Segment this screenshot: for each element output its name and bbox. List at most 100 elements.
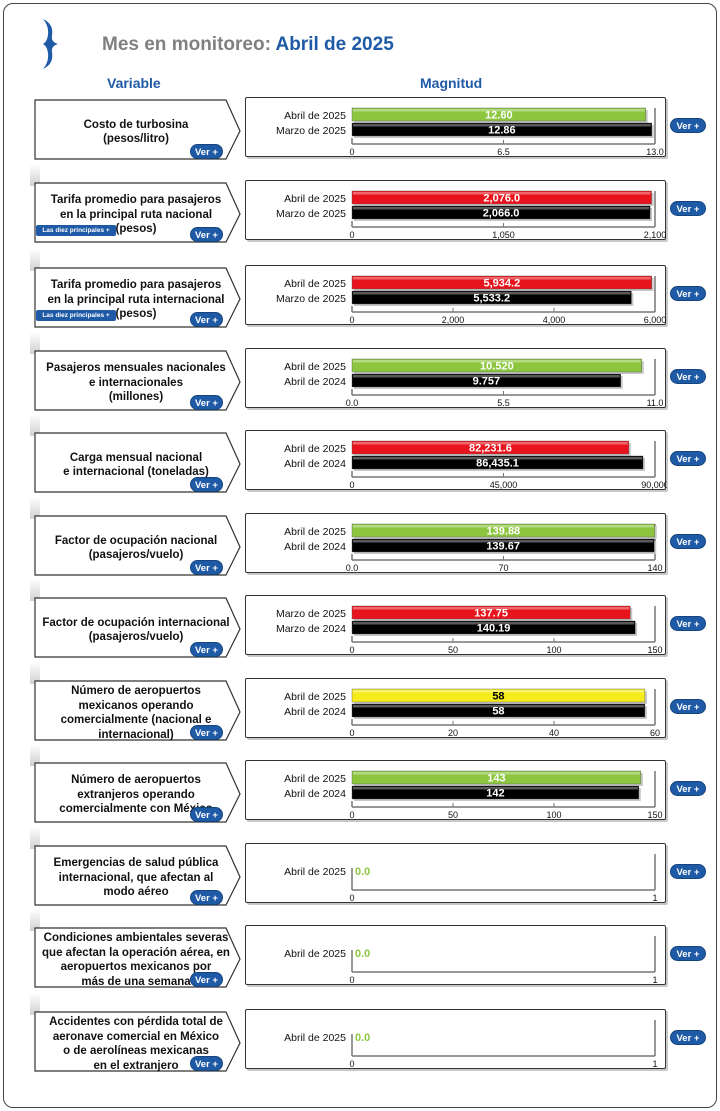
category-label: Abril de 2024 bbox=[284, 788, 346, 800]
category-label: Abril de 2024 bbox=[284, 458, 346, 470]
variable-label-line: internacional) bbox=[98, 728, 174, 741]
bar-value-label: 12.60 bbox=[485, 110, 513, 122]
ver-mas-button-inner[interactable]: Ver + bbox=[190, 560, 223, 575]
variable-label: Número de aeropuertos extranjeros operand… bbox=[36, 760, 236, 830]
bar-chart-svg: 0 50 100 150 Marzo de 2025 137.75 Marzo de 202… bbox=[276, 605, 663, 655]
category-label: Abril de 2025 bbox=[284, 866, 346, 878]
ver-mas-button-inner[interactable]: Ver + bbox=[190, 477, 223, 492]
tick-label: 20 bbox=[448, 728, 458, 738]
indicator-row: Tarifa promedio para pasajeros en la prin… bbox=[4, 164, 716, 260]
tick-label: 2,100 bbox=[644, 230, 667, 240]
variable-callout bbox=[34, 350, 241, 411]
variable-label-line: Condiciones ambientales severas bbox=[43, 932, 229, 944]
tick-label: 0 bbox=[349, 230, 354, 240]
tick-label: 140 bbox=[647, 563, 662, 573]
ver-mas-button-inner[interactable]: Ver + bbox=[190, 1056, 223, 1071]
variable-callout bbox=[34, 927, 241, 988]
ver-mas-button[interactable]: Ver + bbox=[670, 118, 706, 133]
category-label: Abril de 2025 bbox=[284, 773, 346, 785]
ver-mas-button[interactable]: Ver + bbox=[670, 201, 706, 216]
chevron-brace-icon bbox=[43, 19, 58, 69]
variable-label-line: (pesos) bbox=[115, 223, 157, 236]
variable-callout bbox=[34, 432, 241, 493]
category-label: Abril de 2025 bbox=[284, 948, 346, 960]
bar-chart-svg: 0 6.5 13.0 Abril de 2025 12.60 Marzo de 2025 1… bbox=[276, 107, 664, 157]
ver-mas-button-inner[interactable]: Ver + bbox=[190, 972, 223, 987]
ver-mas-button-inner[interactable]: Ver + bbox=[190, 725, 223, 740]
variable-label: Condiciones ambientales severas que afect… bbox=[36, 925, 236, 995]
tick-label: 4,000 bbox=[543, 315, 566, 325]
tick-label: 40 bbox=[549, 728, 559, 738]
row-separator-shade bbox=[30, 909, 40, 931]
variable-label-line: Factor de ocupación nacional bbox=[54, 534, 218, 547]
indicator-row: Tarifa promedio para pasajeros en la prin… bbox=[4, 249, 716, 345]
ver-mas-button[interactable]: Ver + bbox=[670, 369, 706, 384]
bar-chart-svg: 0.0 70 140 Abril de 2025 139.88 Abril de 2024… bbox=[284, 523, 663, 573]
ver-mas-button[interactable]: Ver + bbox=[670, 286, 706, 301]
row-separator-shade bbox=[30, 579, 40, 601]
bar-value-label: 140.19 bbox=[477, 623, 511, 635]
bar bbox=[351, 440, 630, 455]
bar-value-label: 0.0 bbox=[355, 948, 370, 960]
magnitude-chart: 0.0 5.5 11.0 Abril de 2025 10.520 Abril de 20… bbox=[245, 348, 666, 408]
bar-value-label: 143 bbox=[487, 773, 505, 785]
bar-value-label: 5,533.2 bbox=[473, 293, 510, 305]
magnitude-chart: 0 1,050 2,100 Abril de 2025 2,076.0 Marzo de … bbox=[245, 180, 666, 240]
variable-callout-shape bbox=[34, 1011, 241, 1072]
variable-callout bbox=[34, 515, 241, 576]
ver-mas-button-inner[interactable]: Ver + bbox=[190, 642, 223, 657]
category-label: Marzo de 2025 bbox=[276, 608, 346, 620]
bar bbox=[351, 190, 652, 205]
bar-highlight bbox=[353, 109, 645, 112]
ver-mas-button[interactable]: Ver + bbox=[670, 451, 706, 466]
bar bbox=[351, 688, 646, 703]
ver-mas-button-inner[interactable]: Ver + bbox=[190, 395, 223, 410]
variable-label-line: Accidentes con pérdida total de bbox=[49, 1016, 223, 1028]
variable-label-line: aeropuertos mexicanos por bbox=[60, 961, 212, 973]
variable-callout-shape bbox=[34, 99, 241, 160]
tick-label: 0 bbox=[349, 728, 354, 738]
category-label: Abril de 2025 bbox=[284, 361, 346, 373]
ver-mas-button[interactable]: Ver + bbox=[670, 864, 706, 879]
tick-label: 6.5 bbox=[497, 147, 510, 157]
bar-highlight bbox=[353, 705, 644, 708]
tick-label: 0 bbox=[349, 315, 354, 325]
ver-mas-button[interactable]: Ver + bbox=[670, 699, 706, 714]
ver-mas-button-inner[interactable]: Ver + bbox=[190, 312, 223, 327]
ver-mas-button-inner[interactable]: Ver + bbox=[190, 890, 223, 905]
ver-mas-button[interactable]: Ver + bbox=[670, 946, 706, 961]
variable-label: Pasajeros mensuales nacionales e internac… bbox=[36, 348, 236, 418]
bar-chart-svg: 0 1 Abril de 2025 0.0 bbox=[284, 936, 658, 985]
variable-label: Factor de ocupación internacional (pasaje… bbox=[36, 595, 236, 665]
magnitude-chart: 0 50 100 150 Abril de 2025 143 Abril de 2024 14… bbox=[245, 760, 666, 820]
tick-label: 0 bbox=[349, 480, 354, 490]
ver-mas-button[interactable]: Ver + bbox=[670, 1030, 706, 1045]
variable-label: Número de aeropuertos mexicanos operando c… bbox=[36, 678, 236, 748]
ver-mas-button-inner[interactable]: Ver + bbox=[190, 807, 223, 822]
top-ten-button[interactable]: Las diez principales + bbox=[36, 310, 116, 321]
variable-callout bbox=[34, 762, 241, 823]
ver-mas-button[interactable]: Ver + bbox=[670, 616, 706, 631]
tick-label: 50 bbox=[448, 810, 458, 820]
category-label: Abril de 2024 bbox=[284, 706, 346, 718]
tick-label: 45,000 bbox=[490, 480, 518, 490]
bar-highlight bbox=[353, 540, 654, 543]
top-ten-button[interactable]: Las diez principales + bbox=[36, 225, 116, 236]
ver-mas-button[interactable]: Ver + bbox=[670, 781, 706, 796]
bar-value-label: 2,076.0 bbox=[483, 193, 520, 205]
ver-mas-button-inner[interactable]: Ver + bbox=[190, 144, 223, 159]
bar-highlight bbox=[353, 442, 628, 445]
tick-label: 150 bbox=[647, 810, 662, 820]
variable-label-line: en la principal ruta internacional bbox=[47, 293, 225, 306]
ver-mas-button[interactable]: Ver + bbox=[670, 534, 706, 549]
bar bbox=[351, 523, 655, 538]
row-separator-shade bbox=[30, 249, 40, 271]
bar-highlight bbox=[353, 787, 638, 790]
variable-callout bbox=[34, 1011, 241, 1072]
category-label: Abril de 2025 bbox=[284, 1032, 346, 1044]
variable-label: Tarifa promedio para pasajeros en la prin… bbox=[36, 180, 236, 250]
indicator-row: Número de aeropuertos extranjeros operand… bbox=[4, 744, 716, 840]
ver-mas-button-inner[interactable]: Ver + bbox=[190, 227, 223, 242]
variable-label-line: (pesos) bbox=[115, 308, 157, 321]
magnitude-chart: 0 1 Abril de 2025 0.0 bbox=[245, 1009, 666, 1069]
